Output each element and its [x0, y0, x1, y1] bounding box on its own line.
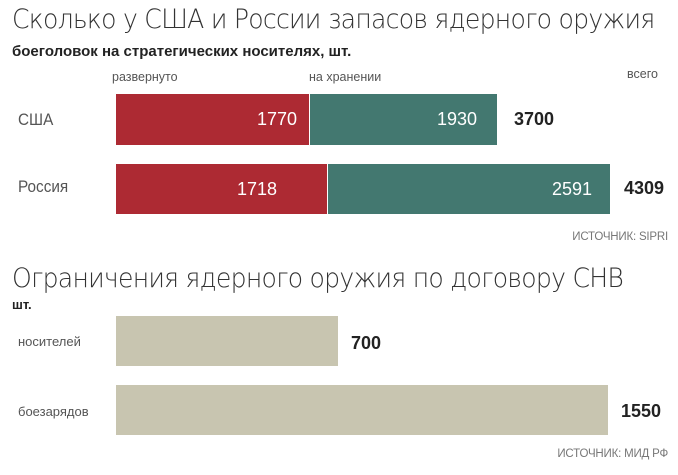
- category-label-russia: Россия: [18, 177, 69, 196]
- value-carriers: 700: [351, 333, 382, 353]
- chart1-subtitle: боеголовок на стратегических носителях, …: [12, 43, 352, 60]
- chart2-source: ИСТОЧНИК: МИД РФ: [557, 448, 668, 460]
- category-label-warheads: боезарядов: [18, 404, 89, 419]
- bar-usa-stored: 1930: [310, 94, 497, 145]
- chart2-title: Ограничения ядерного оружия по договору …: [12, 263, 624, 294]
- total-usa: 3700: [514, 109, 555, 129]
- legend-deployed: развернуто: [112, 70, 178, 84]
- chart2-subtitle: шт.: [12, 297, 32, 312]
- chart1-source: ИСТОЧНИК: SIPRI: [572, 231, 668, 243]
- bar-usa-deployed: 1770: [116, 94, 309, 145]
- legend-stored: на хранении: [309, 70, 382, 84]
- total-russia: 4309: [624, 178, 665, 198]
- category-label-carriers: носителей: [18, 334, 81, 349]
- value-russia-stored: 2591: [551, 178, 592, 199]
- bar-carriers: [116, 316, 338, 366]
- value-warheads: 1550: [621, 401, 662, 421]
- bar-russia-deployed: 1718: [116, 164, 327, 214]
- legend-total: всего: [627, 67, 658, 81]
- bar-warheads: [116, 385, 608, 435]
- chart1-title: Сколько у США и России запасов ядерного …: [12, 4, 655, 35]
- category-label-usa: США: [18, 110, 54, 129]
- value-russia-deployed: 1718: [236, 178, 277, 199]
- bar-russia-stored: 2591: [328, 164, 610, 214]
- value-usa-stored: 1930: [436, 109, 477, 129]
- value-usa-deployed: 1770: [256, 109, 297, 129]
